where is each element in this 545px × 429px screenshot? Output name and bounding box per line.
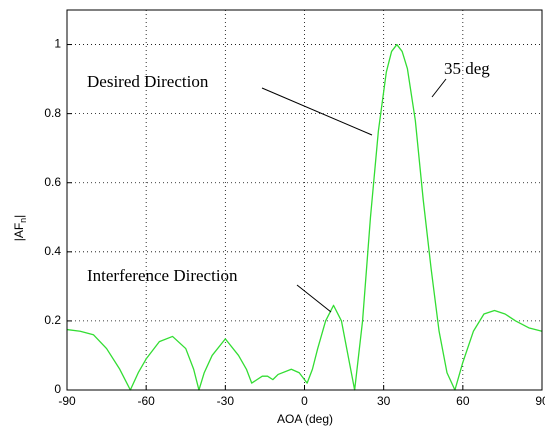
y-tick-label: 0.4 — [44, 244, 61, 258]
y-tick-label: 0.8 — [44, 106, 61, 120]
y-label-main: |AF — [12, 223, 26, 241]
x-tick-label: -90 — [58, 394, 76, 408]
annotation: Desired Direction — [87, 72, 209, 91]
axes-box — [66, 9, 543, 391]
y-label-sub: n — [18, 218, 28, 223]
y-tick-label: 0 — [54, 382, 61, 396]
data-line — [66, 43, 543, 391]
annotation-arrow — [261, 87, 373, 136]
x-tick-label: 30 — [377, 394, 391, 408]
x-tick-label: 60 — [456, 394, 470, 408]
x-tick-label: -60 — [137, 394, 155, 408]
annotation: Interference Direction — [87, 266, 238, 285]
y-tick-label: 0.2 — [44, 313, 61, 327]
annotation-arrow — [296, 284, 332, 313]
x-tick-label: 0 — [301, 394, 308, 408]
annotation-arrow — [431, 78, 447, 98]
x-tick-label: -30 — [217, 394, 235, 408]
x-tick-label: 90 — [535, 394, 545, 408]
y-tick-label: 1 — [54, 37, 61, 51]
annotation: 35 deg — [444, 59, 490, 78]
y-tick-label: 0.6 — [44, 175, 61, 189]
y-axis-label: |AFn| — [12, 215, 28, 242]
x-axis-label: AOA (deg) — [277, 412, 333, 426]
y-label-end: | — [12, 215, 26, 218]
